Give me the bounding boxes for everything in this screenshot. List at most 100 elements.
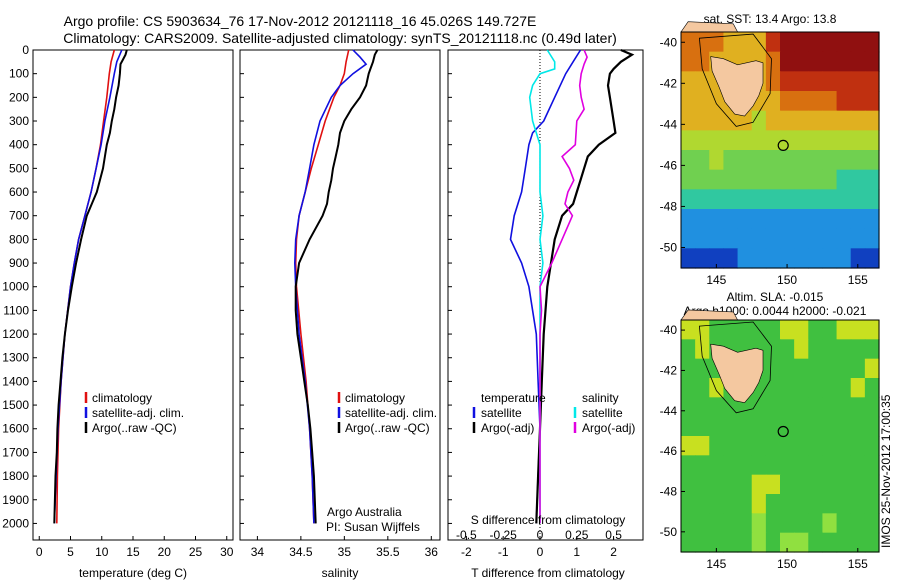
temperature-xlabel: temperature (deg C) xyxy=(79,566,187,580)
x-tick-label: -2 xyxy=(461,545,472,559)
map-x-label: 150 xyxy=(777,557,797,571)
map-cell xyxy=(723,532,739,553)
map-cell xyxy=(794,397,809,418)
map-cell xyxy=(864,474,880,495)
map-cell xyxy=(709,494,725,514)
map-cell xyxy=(780,416,795,437)
map-cell xyxy=(836,513,852,534)
s-tick-label: -0.25 xyxy=(490,528,518,542)
map-cell xyxy=(695,339,710,360)
difference-line-1 xyxy=(535,48,635,524)
legend-label: Argo(..raw -QC) xyxy=(345,421,430,435)
map-cell xyxy=(864,189,880,210)
map-cell xyxy=(808,494,824,514)
map-cell xyxy=(864,378,880,398)
map-cell xyxy=(850,358,866,379)
map-cell xyxy=(794,436,809,456)
map-cell xyxy=(765,150,781,171)
map-cell xyxy=(765,169,781,190)
map-cell xyxy=(709,455,725,476)
map-cell xyxy=(695,436,710,456)
map-cell xyxy=(794,474,809,495)
map-cell xyxy=(780,248,795,269)
map-cell xyxy=(794,150,809,171)
legend-label: satellite xyxy=(481,406,522,420)
y-tick-label: 600 xyxy=(9,185,29,199)
map-cell xyxy=(765,32,781,53)
y-tick-label: 1400 xyxy=(2,374,29,388)
legend-label: climatology xyxy=(345,391,405,405)
y-tick-label: 2000 xyxy=(2,516,29,530)
legend-label: satellite xyxy=(582,406,623,420)
map-cell xyxy=(737,320,753,340)
x-tick-label: -1 xyxy=(498,545,509,559)
map-cell xyxy=(822,436,838,456)
map-cell xyxy=(681,378,696,398)
map-cell xyxy=(836,532,852,553)
map-cell xyxy=(780,209,795,230)
map-cell xyxy=(864,358,880,379)
y-tick-label: 0 xyxy=(22,43,29,57)
map-cell xyxy=(723,228,739,249)
x-tick-label: 20 xyxy=(158,545,172,559)
map-y-label: -46 xyxy=(660,444,678,458)
map-cell xyxy=(709,532,725,553)
y-tick-label: 1600 xyxy=(2,422,29,436)
map-cell xyxy=(822,397,838,418)
map-cell xyxy=(836,209,852,230)
s-tick-label: -0.5 xyxy=(456,528,477,542)
map-cell xyxy=(737,248,753,269)
map-cell xyxy=(709,513,725,534)
map-cell xyxy=(822,513,838,534)
map-cell xyxy=(864,248,880,269)
y-tick-label: 1500 xyxy=(2,398,29,412)
map-cell xyxy=(808,209,824,230)
s-tick-label: 0 xyxy=(537,528,544,542)
map-cell xyxy=(836,110,852,131)
map-cell xyxy=(836,51,852,72)
map-cell xyxy=(808,513,824,534)
x-tick-label: 0 xyxy=(36,545,43,559)
y-tick-label: 400 xyxy=(9,138,29,152)
map-cell xyxy=(681,474,696,495)
map-cell xyxy=(808,32,824,53)
map-cell xyxy=(780,397,795,418)
map-cell xyxy=(836,339,852,360)
map-cell xyxy=(681,416,696,437)
map-cell xyxy=(681,513,696,534)
x-tick-label: 35.5 xyxy=(376,545,400,559)
map-cell xyxy=(864,513,880,534)
map-cell xyxy=(737,150,753,171)
map-cell xyxy=(808,71,824,92)
map-cell xyxy=(709,32,725,53)
shelf-contour xyxy=(698,321,772,414)
map-cell xyxy=(822,110,838,131)
map-cell xyxy=(751,189,767,210)
map-cell xyxy=(780,228,795,249)
map-cell xyxy=(836,474,852,495)
map-cell xyxy=(709,150,725,171)
map-cell xyxy=(794,532,809,553)
map-cell xyxy=(836,150,852,171)
argo-location-marker xyxy=(777,425,789,438)
map-cell xyxy=(737,532,753,553)
y-tick-label: 1700 xyxy=(2,445,29,459)
map-cell xyxy=(737,436,753,456)
map-cell xyxy=(681,189,696,210)
x-tick-label: 1 xyxy=(573,545,580,559)
map-cell xyxy=(723,416,739,437)
map-cell xyxy=(695,455,710,476)
map-y-label: -42 xyxy=(660,76,678,90)
map-cell xyxy=(850,150,866,171)
sla-map-title-1: Altim. SLA: -0.015 xyxy=(727,290,824,304)
map-cell xyxy=(751,474,767,495)
map-cell xyxy=(794,248,809,269)
map-cell xyxy=(822,339,838,360)
map-cell xyxy=(695,169,710,190)
map-cell xyxy=(695,110,710,131)
map-cell xyxy=(808,416,824,437)
map-cell xyxy=(681,339,696,360)
map-cell xyxy=(808,378,824,398)
map-cell xyxy=(864,169,880,190)
